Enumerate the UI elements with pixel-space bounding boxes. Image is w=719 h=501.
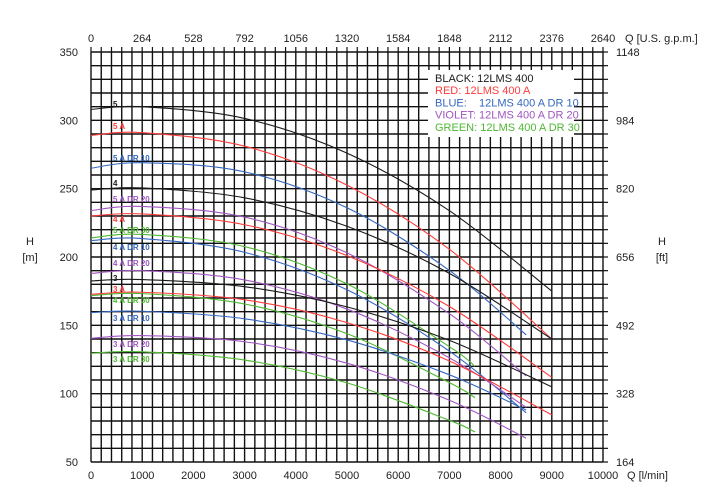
curve-label: 5	[113, 100, 118, 109]
y-left-tick-label: 200	[60, 252, 78, 264]
pump-curve-5-a-dr-20	[90, 205, 527, 377]
x-bottom-tick-label: 2000	[181, 470, 205, 482]
y-left-axis-unit: [m]	[22, 252, 37, 264]
x-top-tick-label: 264	[133, 33, 151, 45]
pump-curve-3-a	[90, 291, 553, 416]
y-right-tick-label: 820	[616, 184, 634, 196]
curve-label: 5 A DR 30	[113, 226, 150, 235]
y-right-tick-label: 164	[616, 457, 634, 469]
curve-label: 4 A DR 20	[113, 259, 150, 268]
x-top-tick-label: 0	[88, 33, 94, 45]
pump-curve-5	[90, 105, 553, 292]
x-bottom-tick-label: 5000	[335, 470, 359, 482]
legend-entry: BLACK: 12LMS 400	[435, 73, 533, 85]
x-bottom-tick-label: 0	[88, 470, 94, 482]
curve-label: 3 A DR 10	[113, 314, 150, 323]
x-bottom-tick-label: 9000	[540, 470, 564, 482]
pump-curve-4-a-dr-10	[90, 237, 527, 414]
curve-label: 5 A	[113, 122, 125, 131]
x-top-tick-label: 1320	[335, 33, 359, 45]
x-bottom-tick-label: 1000	[130, 470, 154, 482]
curve-label: 3 A	[113, 285, 125, 294]
x-bottom-tick-label: 4000	[284, 470, 308, 482]
x-top-tick-label: 2112	[489, 33, 513, 45]
curve-label: 3 A DR 20	[113, 340, 150, 349]
pump-curve-4-a-dr-20	[90, 269, 527, 408]
pump-curve-5-a	[90, 131, 553, 340]
y-left-tick-label: 350	[60, 47, 78, 59]
curve-label: 5 A DR 10	[113, 154, 150, 163]
curve-label: 4 A DR 10	[113, 243, 150, 252]
x-bottom-tick-label: 7000	[437, 470, 461, 482]
y-right-tick-label: 1148	[616, 47, 640, 59]
pump-curve-5-a-dr-10	[90, 162, 527, 336]
legend-entry: BLUE: 12LMS 400 A DR 10	[435, 97, 579, 109]
legend-entry: RED: 12LMS 400 A	[435, 85, 531, 97]
x-bottom-tick-label: 10000	[588, 470, 619, 482]
x-bottom-tick-label: 3000	[232, 470, 256, 482]
x-top-tick-label: 1848	[437, 33, 461, 45]
y-right-tick-label: 492	[616, 320, 634, 332]
x-bottom-tick-label: 8000	[488, 470, 512, 482]
y-left-tick-label: 300	[60, 115, 78, 127]
x-top-tick-label: 2640	[591, 33, 615, 45]
y-right-tick-label: 984	[616, 115, 634, 127]
curve-label: 5 A DR 20	[113, 195, 150, 204]
x-top-axis-label: Q [U.S. g.p.m.]	[625, 33, 698, 45]
y-right-axis-label: H	[658, 236, 666, 248]
legend-entry: GREEN: 12LMS 400 A DR 30	[435, 122, 580, 134]
curve-label: 4 A DR 30	[113, 296, 150, 305]
curve-label: 4	[113, 179, 118, 188]
x-top-tick-label: 2376	[540, 33, 564, 45]
pump-curve-3-a-dr-30	[90, 350, 476, 433]
x-top-tick-label: 528	[184, 33, 202, 45]
pump-curve-3-a-dr-20	[90, 334, 527, 439]
x-top-tick-label: 792	[235, 33, 253, 45]
curve-label: 3	[113, 274, 118, 283]
pump-curve-4	[90, 187, 553, 340]
y-left-axis-label: H	[26, 236, 34, 248]
y-left-tick-label: 100	[60, 389, 78, 401]
legend-entry: VIOLET: 12LMS 400 A DR 20	[435, 110, 579, 122]
y-right-axis-unit: [ft]	[656, 252, 668, 264]
x-top-tick-label: 1056	[284, 33, 308, 45]
x-bottom-tick-label: 6000	[386, 470, 410, 482]
curve-label: 4 A	[113, 215, 125, 224]
pump-curve-3-a-dr-10	[90, 310, 527, 411]
legend-box	[428, 70, 574, 137]
pump-curve-4-a	[90, 213, 553, 378]
pump-curve-5-a-dr-30	[90, 233, 476, 367]
x-bottom-axis-label: Q [l/min]	[627, 470, 668, 482]
y-right-tick-label: 656	[616, 252, 634, 264]
pump-curve-3	[90, 278, 553, 388]
y-left-tick-label: 250	[60, 184, 78, 196]
y-right-tick-label: 328	[616, 389, 634, 401]
x-top-tick-label: 1584	[386, 33, 410, 45]
pump-curve-4-a-dr-30	[90, 292, 476, 399]
y-left-tick-label: 50	[66, 457, 78, 469]
y-left-tick-label: 150	[60, 320, 78, 332]
curve-label: 3 A DR 30	[113, 355, 150, 364]
